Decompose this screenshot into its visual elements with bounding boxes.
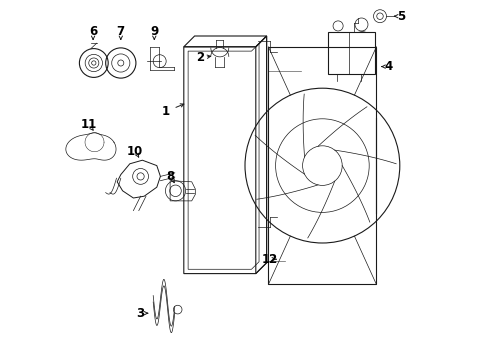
Text: 6: 6 — [89, 25, 97, 38]
Text: 7: 7 — [117, 25, 125, 38]
Text: 5: 5 — [397, 10, 406, 23]
Text: 3: 3 — [137, 307, 145, 320]
Text: 12: 12 — [262, 253, 278, 266]
Text: 10: 10 — [127, 145, 144, 158]
Text: 1: 1 — [162, 105, 170, 118]
Text: 9: 9 — [150, 25, 158, 38]
Text: 11: 11 — [80, 118, 97, 131]
Text: 8: 8 — [167, 170, 175, 183]
Text: 4: 4 — [385, 60, 393, 73]
Text: 2: 2 — [196, 51, 204, 64]
